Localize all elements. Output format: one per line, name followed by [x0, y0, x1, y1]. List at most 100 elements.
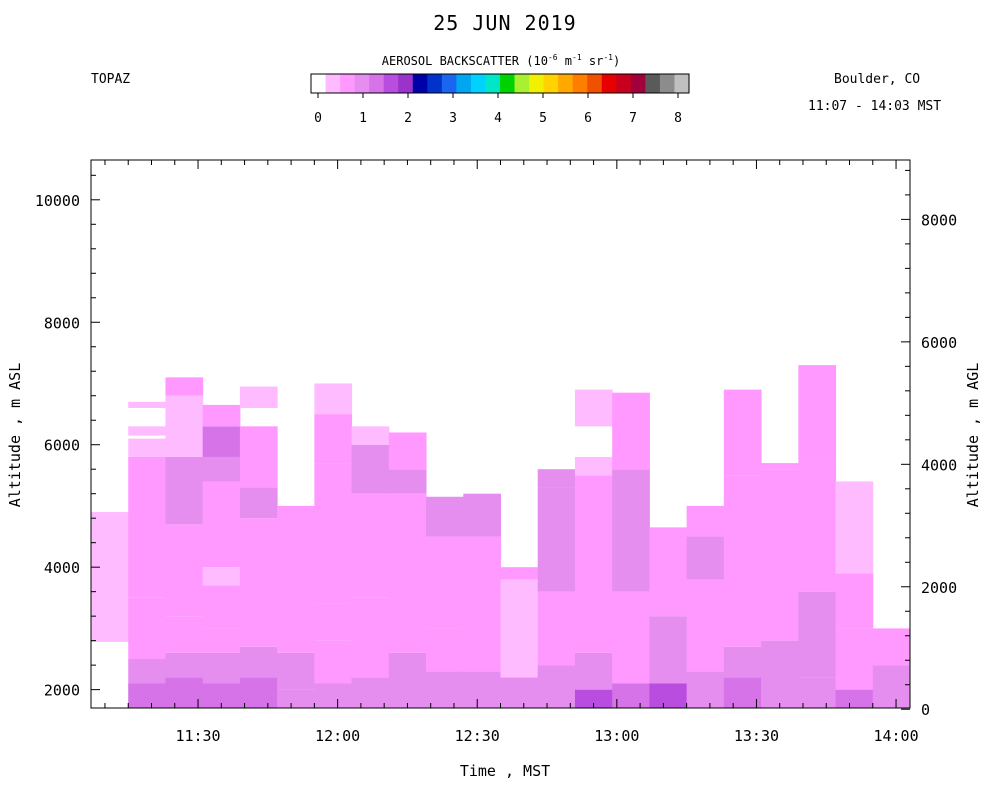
heatmap-cell [686, 505, 725, 537]
colorbar-swatch [630, 74, 646, 93]
heatmap-cell [835, 628, 874, 690]
colorbar-title-end: ) [613, 54, 621, 68]
heatmap-cell [165, 524, 204, 617]
heatmap-cell [128, 438, 166, 457]
heatmap-cell [798, 456, 837, 592]
heatmap-cell [239, 646, 278, 678]
y-tick-label-right: 0 [921, 701, 930, 719]
heatmap-cell [277, 652, 315, 690]
colorbar-title-text: AEROSOL BACKSCATTER (10 [381, 54, 548, 68]
colorbar-frame [310, 73, 690, 94]
heatmap-cell [574, 389, 613, 427]
y-tick-label-left: 8000 [44, 314, 80, 332]
heatmap-cell [537, 665, 576, 708]
heatmap-cell [128, 659, 166, 684]
heatmap-cell [351, 677, 390, 708]
heatmap-cell [351, 597, 390, 678]
heatmap-cell [798, 591, 837, 678]
heatmap-cell [612, 392, 650, 470]
heatmap-cell [165, 652, 204, 678]
heatmap-cell [872, 628, 911, 666]
heatmap-cell [463, 536, 501, 635]
colorbar-tick-label: 6 [584, 111, 592, 126]
colorbar-title-exp-1: -6 [547, 53, 558, 62]
heatmap-cell [761, 469, 799, 641]
heatmap-cell [239, 386, 278, 408]
colorbar-swatch [441, 74, 457, 93]
heatmap-cell [165, 456, 204, 525]
y-tick-label-right: 6000 [921, 334, 957, 352]
colorbar-tick-label: 4 [494, 111, 502, 126]
colorbar-swatch [485, 74, 501, 93]
heatmap-cell [649, 527, 688, 617]
heatmap-cell [202, 404, 241, 427]
heatmap-cell [649, 683, 688, 708]
heatmap-cell [723, 646, 762, 678]
colorbar-swatch [659, 74, 676, 93]
heatmap-cell [314, 683, 353, 708]
heatmap-cell [798, 365, 837, 457]
colorbar-swatch [543, 74, 559, 93]
heatmap-cell [686, 671, 725, 708]
heatmap-cell [835, 689, 874, 708]
heatmap-cell [500, 579, 539, 678]
heatmap-cell [351, 493, 390, 598]
x-tick-label: 12:30 [455, 727, 500, 745]
heatmap-cell [574, 456, 613, 476]
heatmap-cell [723, 389, 762, 476]
heatmap-cell [351, 444, 390, 494]
x-tick-label: 11:30 [175, 727, 220, 745]
colorbar-swatch [325, 74, 341, 93]
y-tick-label-right: 2000 [921, 579, 957, 597]
heatmap-cell [761, 463, 799, 470]
heatmap-cell [463, 493, 501, 537]
heatmap-cell [239, 518, 278, 647]
heatmap-cell [128, 683, 166, 708]
colorbar-swatch [456, 74, 472, 93]
colorbar-swatch [383, 74, 399, 93]
heatmap-cell [723, 677, 762, 708]
colorbar-swatch [601, 74, 617, 93]
heatmap-cell [835, 573, 874, 629]
heatmap-cell [202, 567, 241, 586]
colorbar-swatch [558, 74, 574, 93]
heatmap-cell [91, 533, 129, 642]
colorbar-title: AEROSOL BACKSCATTER (10-6 m-1 sr-1) [310, 53, 692, 68]
y-tick-label-right: 4000 [921, 456, 957, 474]
colorbar-swatch [398, 74, 414, 93]
colorbar-tick-label: 7 [629, 111, 637, 126]
x-tick-label: 13:30 [734, 727, 779, 745]
heatmap-cell [128, 597, 166, 660]
colorbar-tick-label: 8 [674, 111, 682, 126]
heatmap-cell [165, 616, 204, 653]
heatmap-cell [314, 463, 353, 604]
heatmap-cell [239, 487, 278, 519]
heatmap-cell [426, 671, 464, 708]
chart-title: 25 JUN 2019 [433, 11, 577, 35]
heatmap-cell [463, 634, 501, 672]
heatmap-cell [574, 689, 613, 708]
colorbar-tick-label: 1 [359, 111, 367, 126]
colorbar-swatch [412, 74, 428, 93]
heatmap-cell [872, 665, 911, 708]
colorbar-title-exp-2: -1 [572, 53, 582, 62]
time-range-label: 11:07 - 14:03 MST [808, 99, 942, 114]
heatmap-cell [537, 487, 576, 592]
colorbar-title-mid-1: m [557, 54, 573, 68]
heatmap-cell [761, 640, 799, 708]
colorbar-swatch [311, 74, 327, 93]
colorbar-title-mid-2: sr [581, 54, 604, 68]
y-tick-label-left: 2000 [44, 682, 80, 700]
colorbar-swatch [572, 74, 588, 93]
heatmap-cell [574, 652, 613, 690]
heatmap-cell [686, 536, 725, 580]
colorbar-swatch [645, 74, 661, 93]
x-axis-label: Time , MST [459, 762, 551, 780]
heatmap-cell [202, 456, 241, 482]
heatmap-cell [277, 505, 315, 653]
x-tick-label: 12:00 [315, 727, 360, 745]
heatmap-cell [426, 536, 464, 629]
heatmap-cell [277, 689, 315, 708]
heatmap-cell [128, 456, 166, 598]
